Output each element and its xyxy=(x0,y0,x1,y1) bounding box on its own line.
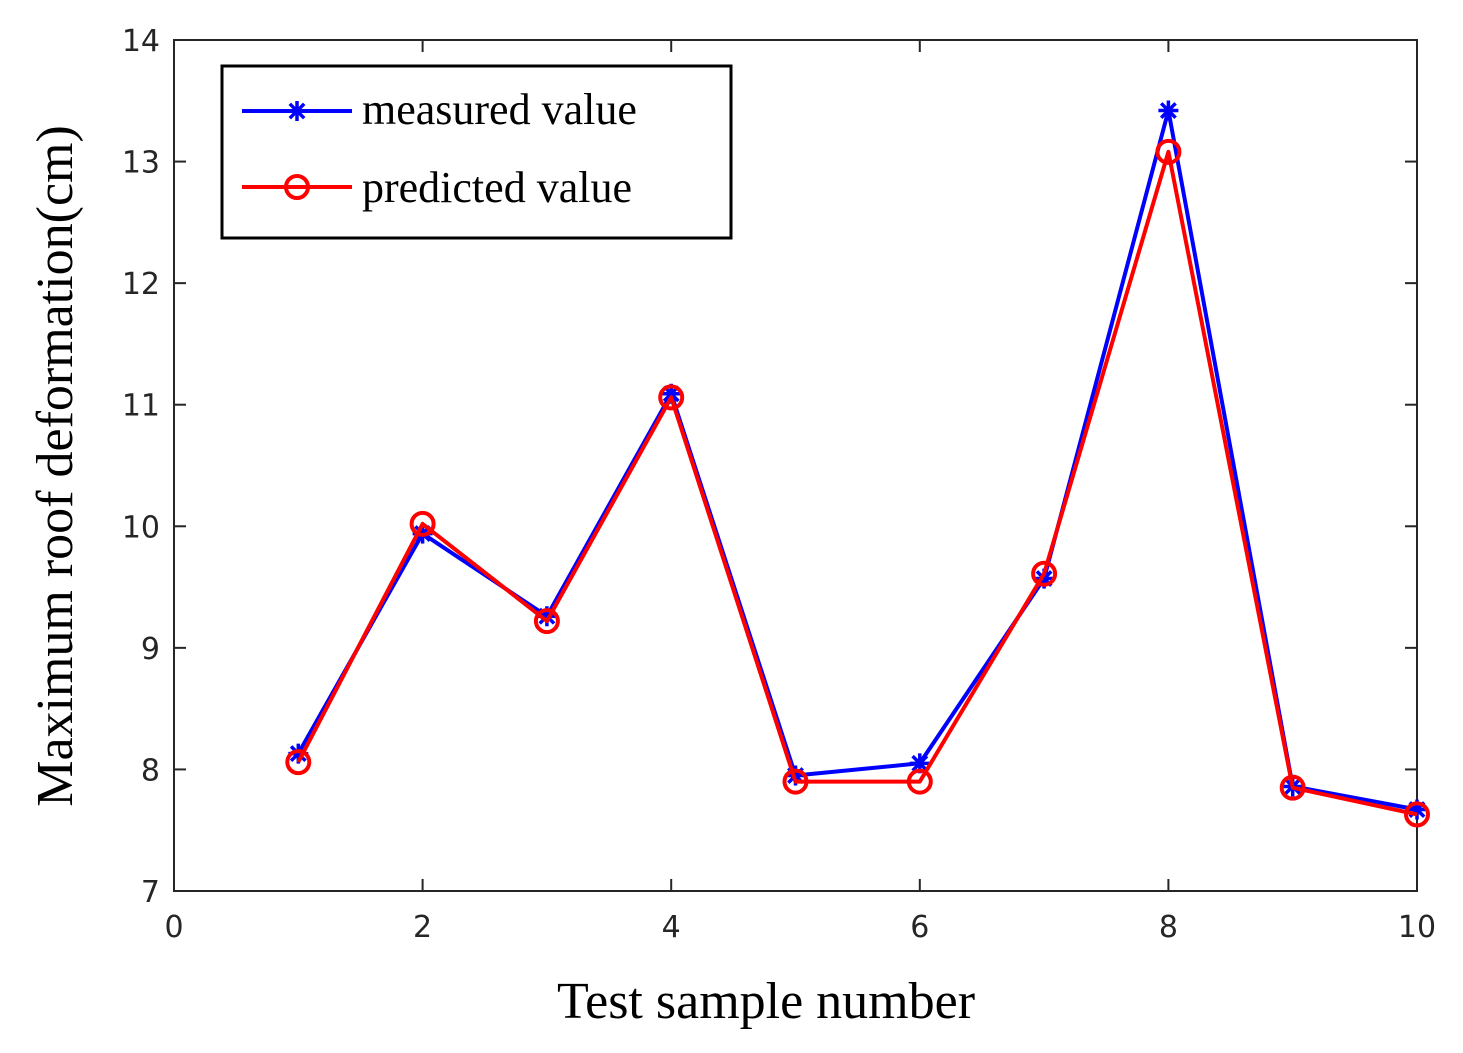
data-point-1-9 xyxy=(1279,774,1306,801)
x-tick-label: 6 xyxy=(910,910,929,945)
legend-label-measured: measured value xyxy=(362,85,637,134)
y-tick-label: 7 xyxy=(141,875,160,910)
y-tick-label: 9 xyxy=(141,632,160,667)
x-tick-label: 8 xyxy=(1159,910,1178,945)
legend-marker-predicted xyxy=(284,174,310,200)
legend-marker-glyph-0 xyxy=(287,101,307,121)
data-point-1-1 xyxy=(285,749,312,776)
x-tick-label: 0 xyxy=(164,910,183,945)
y-tick-label: 13 xyxy=(122,146,160,181)
legend-box xyxy=(220,64,733,240)
data-point-1-8 xyxy=(1155,138,1182,165)
y-axis-title: Maximum roof deformation(cm) xyxy=(27,125,84,807)
axis-ticks: 0 2 4 6 8 10 7 8 9 10 11 12 13 14 xyxy=(122,24,1436,945)
y-tick-label: 8 xyxy=(141,753,160,788)
data-point-0-6 xyxy=(909,753,930,774)
x-tick-label: 2 xyxy=(413,910,432,945)
data-point-1-2 xyxy=(409,510,436,537)
data-point-1-4 xyxy=(658,384,685,411)
data-point-1-3 xyxy=(533,608,560,635)
x-tick-label: 10 xyxy=(1398,910,1436,945)
series-line-1 xyxy=(296,149,1418,817)
legend-marker-glyph-1 xyxy=(284,174,310,200)
y-tick-label: 11 xyxy=(122,389,160,424)
data-point-1-6 xyxy=(906,768,933,795)
data-point-1-7 xyxy=(1031,560,1058,587)
series-layer xyxy=(285,100,1430,828)
legend: measured value predicted value xyxy=(220,64,733,240)
x-axis-title: Test sample number xyxy=(557,973,975,1030)
legend-label-predicted: predicted value xyxy=(362,163,632,212)
x-tick-label: 4 xyxy=(662,910,681,945)
legend-marker-measured xyxy=(287,101,307,121)
data-point-0-8 xyxy=(1158,100,1179,121)
y-tick-label: 10 xyxy=(122,510,160,545)
y-tick-label: 12 xyxy=(122,267,160,302)
data-point-1-5 xyxy=(782,768,809,795)
data-point-1-10 xyxy=(1404,801,1430,828)
y-tick-label: 14 xyxy=(122,24,160,59)
